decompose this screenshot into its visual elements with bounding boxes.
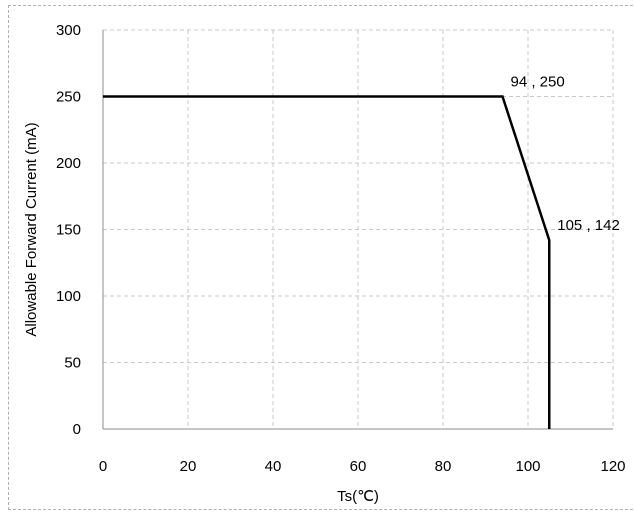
annotations: 94 , 250 105 , 142	[511, 74, 620, 235]
x-tick-label: 100	[515, 458, 540, 475]
y-tick-label: 0	[73, 421, 81, 438]
x-tick-label: 20	[180, 458, 197, 475]
y-tick-label: 100	[56, 288, 81, 305]
x-tick-label: 0	[99, 458, 107, 475]
x-tick-labels: 0 20 40 60 80 100 120	[99, 458, 626, 475]
y-tick-label: 50	[64, 355, 81, 372]
y-tick-label: 300	[56, 22, 81, 39]
y-tick-label: 150	[56, 222, 81, 239]
series	[103, 95, 551, 429]
x-axis-title: Ts(℃)	[337, 488, 379, 505]
y-tick-label: 250	[56, 89, 81, 106]
point-annotation: 94 , 250	[511, 74, 565, 91]
y-axis-title: Allowable Forward Current (mA)	[23, 122, 40, 336]
x-tick-label: 80	[435, 458, 452, 475]
chart-frame	[8, 5, 634, 510]
point-annotation: 105 , 142	[557, 217, 620, 234]
y-tick-labels: 0 50 100 150 200 250 300	[56, 22, 81, 438]
derating-curve	[103, 95, 551, 429]
x-tick-label: 40	[265, 458, 282, 475]
y-tick-label: 200	[56, 155, 81, 172]
x-tick-label: 60	[350, 458, 367, 475]
x-tick-label: 120	[600, 458, 625, 475]
